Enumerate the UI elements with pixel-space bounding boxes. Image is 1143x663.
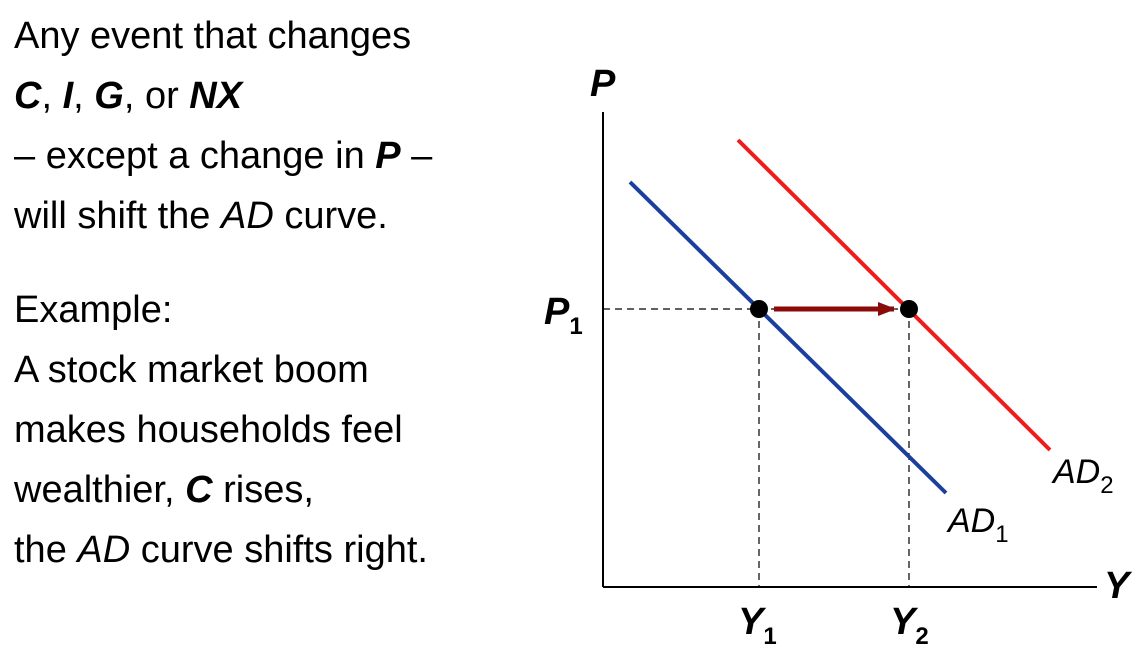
ad1-curve — [628, 180, 948, 495]
example-heading: Example: — [14, 289, 173, 331]
y1-letter: Y — [738, 601, 767, 643]
separator: , or — [123, 75, 190, 117]
text: will shift the — [14, 195, 221, 237]
intro-line-4: will shift the AD curve. — [14, 186, 554, 246]
example-line-3: wealthier, C rises, — [14, 460, 554, 520]
ad1-subscript: 1 — [995, 521, 1008, 548]
text: – except a change in — [14, 135, 376, 177]
i-term: I — [62, 75, 74, 117]
example-line-1: A stock market boom — [14, 349, 369, 391]
y1-subscript: 1 — [763, 623, 776, 650]
text: wealthier, — [14, 469, 186, 511]
x-axis-label: Y — [1104, 565, 1133, 607]
example-line-2: makes households feel — [14, 409, 403, 451]
p1-label: P1 — [544, 291, 583, 340]
text: curve. — [273, 195, 388, 237]
ad2-letters: AD — [1051, 453, 1100, 491]
intro-line-2: C, I, G, or NX — [14, 66, 554, 126]
separator: , — [73, 75, 95, 117]
y-axis-label: P — [590, 63, 616, 105]
c-term: C — [14, 75, 42, 117]
intro-line-3: – except a change in P – — [14, 126, 554, 186]
text: the — [14, 529, 78, 571]
c-term: C — [185, 469, 213, 511]
ad2-label: AD2 — [1051, 453, 1114, 499]
ad1-label: AD1 — [946, 502, 1009, 548]
equilibrium-point-1 — [750, 300, 768, 318]
example-line-4: the AD curve shifts right. — [14, 520, 554, 580]
ad-term: AD — [77, 529, 131, 571]
equilibrium-point-2 — [900, 300, 918, 318]
g-term: G — [94, 75, 124, 117]
ad-term: AD — [220, 195, 274, 237]
ad2-subscript: 2 — [1100, 472, 1113, 499]
example-text: Example: A stock market boom makes house… — [14, 280, 554, 580]
text: – — [400, 135, 433, 177]
text: curve shifts right. — [130, 529, 428, 571]
y2-label: Y2 — [890, 601, 929, 650]
intro-text: Any event that changes C, I, G, or NX – … — [14, 6, 554, 246]
y2-subscript: 2 — [915, 623, 928, 650]
p1-letter: P — [544, 291, 570, 333]
separator: , — [41, 75, 63, 117]
nx-term: NX — [189, 75, 243, 117]
p1-subscript: 1 — [569, 313, 582, 340]
ad1-letters: AD — [946, 502, 995, 540]
intro-line-1: Any event that changes — [14, 15, 412, 57]
y1-label: Y1 — [738, 601, 777, 650]
ad2-curve — [736, 138, 1052, 452]
text: rises, — [212, 469, 314, 511]
p-term: P — [375, 135, 401, 177]
y2-letter: Y — [890, 601, 919, 643]
